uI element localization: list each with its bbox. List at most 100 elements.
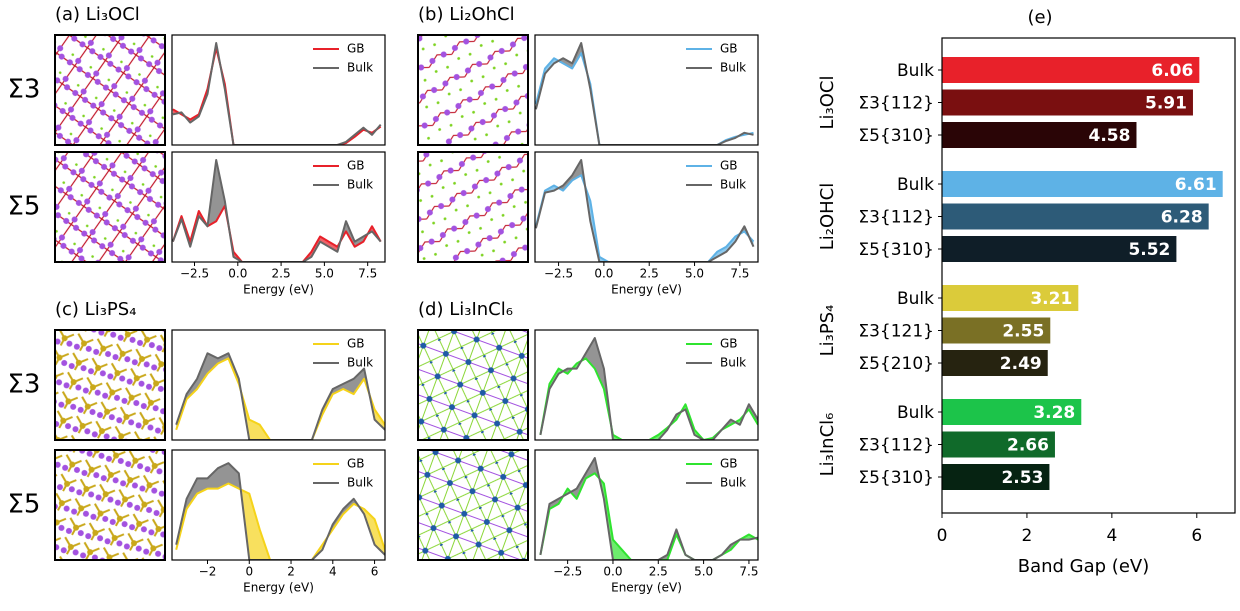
panel-title: (c) Li₃PS₄ bbox=[55, 299, 136, 320]
category-label: Bulk bbox=[897, 61, 934, 81]
x-tick-label: 2 bbox=[287, 565, 295, 579]
bulk-excess-fill bbox=[173, 160, 381, 262]
x-axis-label: Energy (eV) bbox=[243, 283, 314, 297]
group-label: Li₃PS₄ bbox=[817, 305, 838, 357]
group-label: Li₃OCl bbox=[817, 76, 838, 130]
x-tick-label: 2.5 bbox=[649, 565, 668, 579]
structure-image bbox=[418, 152, 528, 262]
dos-line bbox=[176, 484, 385, 561]
fill-group bbox=[173, 160, 381, 262]
x-tick-label: 2 bbox=[1022, 526, 1033, 546]
plot-area bbox=[540, 458, 758, 560]
panel-title: (d) Li₃InCl₆ bbox=[418, 299, 513, 320]
bar-value-label: 6.28 bbox=[1161, 208, 1203, 228]
structure-image bbox=[55, 35, 165, 145]
plot-area bbox=[540, 338, 758, 440]
category-label: Σ3{112} bbox=[858, 208, 934, 228]
structure-image bbox=[55, 152, 165, 262]
x-tick-label: 0 bbox=[245, 565, 253, 579]
group-label: Li₃InCl₆ bbox=[817, 413, 838, 477]
category-label: Bulk bbox=[897, 175, 934, 195]
x-tick-label: 2.5 bbox=[272, 267, 291, 281]
x-tick-label: 5.0 bbox=[685, 267, 704, 281]
legend-label: GB bbox=[720, 42, 738, 56]
plot-area bbox=[536, 160, 754, 262]
bar-value-label: 4.58 bbox=[1089, 126, 1131, 146]
x-tick-label: 0 bbox=[937, 526, 948, 546]
fill-group bbox=[536, 43, 754, 145]
x-tick-label: 2.5 bbox=[640, 267, 659, 281]
category-label: Σ5{210} bbox=[858, 354, 934, 374]
x-tick-label: −2 bbox=[199, 565, 217, 579]
category-label: Bulk bbox=[897, 403, 934, 423]
gb-excess-fill bbox=[176, 484, 385, 561]
fill-group bbox=[536, 160, 754, 262]
bar-value-label: 3.28 bbox=[1033, 403, 1075, 423]
panel-title: (b) Li₂OhCl bbox=[418, 4, 515, 25]
plot-area bbox=[173, 160, 381, 262]
legend-label: GB bbox=[720, 337, 738, 351]
chart-title: (e) bbox=[1027, 7, 1052, 28]
panel-title: (a) Li₃OCl bbox=[55, 4, 140, 25]
bar-value-label: 2.49 bbox=[1000, 354, 1042, 374]
x-tick-label: 6 bbox=[371, 565, 379, 579]
bar-value-label: 6.06 bbox=[1151, 61, 1193, 81]
x-axis-label: Energy (eV) bbox=[243, 581, 314, 595]
fill-group bbox=[540, 458, 758, 560]
legend-label: Bulk bbox=[720, 356, 746, 370]
x-tick-label: 0.0 bbox=[594, 267, 613, 281]
row-label: Σ5 bbox=[8, 490, 41, 520]
bulk-excess-fill bbox=[540, 458, 758, 560]
figure: (a) Li₃OCl Σ3 GB Bulk Σ5 −2.5 0.0 2.5 5.0 7.5 Ener… bbox=[0, 0, 1240, 611]
structure-image bbox=[55, 330, 165, 440]
x-tick-label: 7.5 bbox=[730, 267, 749, 281]
legend-label: Bulk bbox=[720, 61, 746, 75]
x-tick-label: 5.0 bbox=[694, 565, 713, 579]
dos-line bbox=[173, 43, 381, 145]
row-label: Σ5 bbox=[8, 192, 41, 222]
x-tick-label: 0.0 bbox=[228, 267, 247, 281]
structure-image bbox=[418, 330, 528, 440]
bar-value-label: 2.55 bbox=[1002, 322, 1044, 342]
x-tick-label: 6 bbox=[1191, 526, 1202, 546]
bulk-excess-fill bbox=[173, 43, 381, 145]
dos-line bbox=[173, 160, 381, 262]
x-tick-label: −2.5 bbox=[180, 267, 209, 281]
legend-label: GB bbox=[347, 159, 365, 173]
legend-label: Bulk bbox=[347, 476, 373, 490]
group-label: Li₂OHCl bbox=[817, 183, 838, 251]
legend-label: Bulk bbox=[720, 476, 746, 490]
dos-line bbox=[536, 160, 754, 262]
dos-line bbox=[536, 43, 754, 145]
legend-label: GB bbox=[347, 337, 365, 351]
row-label: Σ3 bbox=[8, 370, 41, 400]
legend-label: Bulk bbox=[347, 356, 373, 370]
legend-label: GB bbox=[720, 159, 738, 173]
plot-area bbox=[536, 43, 754, 145]
bar-value-label: 2.53 bbox=[1001, 468, 1043, 488]
category-label: Σ5{310} bbox=[858, 240, 934, 260]
bar-value-label: 3.21 bbox=[1030, 289, 1072, 309]
x-tick-label: 0.0 bbox=[603, 565, 622, 579]
bar-value-label: 2.66 bbox=[1007, 436, 1049, 456]
dos-line bbox=[540, 458, 758, 560]
dos-line bbox=[540, 358, 758, 440]
legend-label: GB bbox=[347, 42, 365, 56]
category-label: Σ5{310} bbox=[858, 468, 934, 488]
x-axis-label: Band Gap (eV) bbox=[1018, 556, 1150, 577]
x-tick-label: 7.5 bbox=[739, 565, 758, 579]
category-label: Σ3{121} bbox=[858, 322, 934, 342]
x-tick-label: 4 bbox=[329, 565, 337, 579]
category-label: Bulk bbox=[897, 289, 934, 309]
structure-image bbox=[418, 35, 528, 145]
bar-value-label: 5.52 bbox=[1128, 240, 1170, 260]
category-label: Σ3{112} bbox=[858, 94, 934, 114]
bulk-excess-fill bbox=[536, 160, 754, 262]
bulk-excess-fill bbox=[536, 43, 754, 145]
bar-value-label: 6.61 bbox=[1175, 175, 1217, 195]
category-label: Σ5{310} bbox=[858, 126, 934, 146]
x-axis-label: Energy (eV) bbox=[611, 283, 682, 297]
dos-line bbox=[540, 338, 758, 440]
legend-label: Bulk bbox=[347, 61, 373, 75]
structure-image bbox=[55, 450, 165, 560]
